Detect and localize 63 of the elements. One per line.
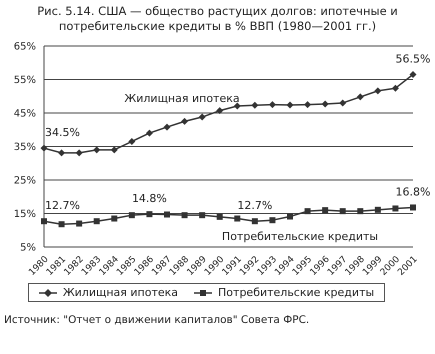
annotation: Жилищная ипотека bbox=[124, 92, 240, 105]
point bbox=[164, 212, 170, 218]
point bbox=[374, 87, 382, 94]
point bbox=[146, 130, 153, 137]
data-label: 34.5% bbox=[45, 126, 80, 140]
point bbox=[76, 149, 83, 156]
point bbox=[286, 101, 294, 108]
point bbox=[340, 208, 346, 214]
point bbox=[164, 124, 170, 131]
point bbox=[128, 138, 136, 145]
point bbox=[93, 146, 100, 154]
point bbox=[198, 114, 206, 121]
point bbox=[216, 214, 223, 220]
y-tick-label: 5% bbox=[20, 242, 36, 254]
legend-label: Потребительские кредиты bbox=[218, 286, 374, 299]
point bbox=[41, 218, 47, 224]
point bbox=[146, 211, 152, 218]
point bbox=[234, 216, 240, 222]
point bbox=[111, 216, 118, 222]
point bbox=[322, 207, 328, 214]
y-tick-label: 45% bbox=[14, 108, 36, 120]
point bbox=[234, 102, 241, 110]
y-tick-label: 65% bbox=[14, 42, 36, 53]
point bbox=[216, 107, 224, 114]
point bbox=[410, 204, 416, 210]
point bbox=[182, 212, 188, 218]
point bbox=[322, 100, 329, 108]
point bbox=[374, 206, 381, 213]
y-tick-label: 55% bbox=[14, 75, 36, 86]
point bbox=[357, 208, 364, 214]
point bbox=[128, 212, 135, 218]
legend-label: Жилищная ипотека bbox=[62, 286, 178, 299]
data-label: 12.7% bbox=[237, 199, 272, 212]
point bbox=[58, 221, 65, 228]
y-tick-label: 35% bbox=[14, 142, 36, 154]
point bbox=[304, 208, 311, 214]
point bbox=[181, 118, 188, 125]
point bbox=[252, 218, 258, 224]
point bbox=[251, 102, 258, 109]
point bbox=[94, 218, 100, 224]
point bbox=[287, 214, 293, 220]
point bbox=[356, 93, 364, 100]
point bbox=[268, 101, 276, 108]
point bbox=[199, 212, 206, 218]
y-tick-label: 15% bbox=[14, 209, 36, 220]
y-tick-label: 25% bbox=[14, 176, 36, 187]
point bbox=[304, 101, 312, 108]
data-label: 16.8% bbox=[396, 185, 430, 198]
text: Источник: "Отчет о движении капиталов" Совета ФРС. bbox=[3, 313, 310, 326]
point bbox=[339, 99, 346, 106]
data-label: 14.8% bbox=[132, 192, 167, 206]
point bbox=[58, 149, 66, 156]
point bbox=[40, 144, 48, 152]
point bbox=[392, 205, 398, 212]
chart-title: Рис. 5.14. США — общество растущих долгов: ипотечные и потребительские кредиты в % ВВП (1980—2001 гг.) bbox=[36, 3, 399, 34]
annotation: Потребительские кредиты bbox=[222, 230, 378, 243]
point bbox=[392, 84, 399, 92]
data-label: 12.7% bbox=[45, 199, 80, 212]
point bbox=[269, 217, 276, 224]
data-label: 56.5% bbox=[396, 52, 430, 66]
point bbox=[76, 220, 82, 227]
point bbox=[110, 146, 118, 154]
point bbox=[410, 70, 416, 78]
